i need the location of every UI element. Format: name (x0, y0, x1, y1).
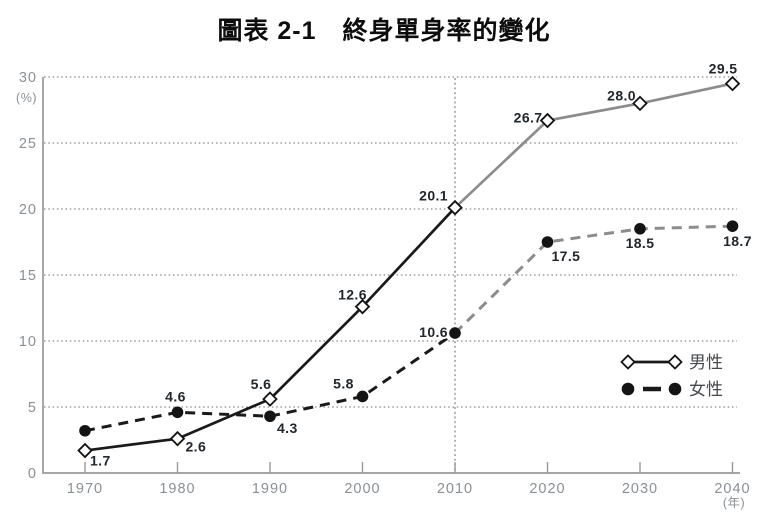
y-tick-label-0: 0 (28, 466, 37, 482)
marker-circle-female-2030 (634, 223, 646, 235)
legend-label-female: 女性 (689, 380, 723, 399)
legend-female-circle (668, 382, 682, 396)
marker-circle-female-1980 (171, 406, 184, 419)
value-label-male-2030: 28.0 (607, 87, 636, 103)
y-axis-unit-label: (%) (16, 91, 37, 105)
axes (42, 77, 740, 474)
x-tick-label-1990: 1990 (252, 481, 288, 497)
x-tick-label-2030: 2030 (622, 481, 658, 497)
marker-diamond-male-1970 (77, 442, 93, 459)
value-label-female-2020: 17.5 (552, 248, 581, 264)
value-label-female-2040: 18.7 (723, 233, 752, 249)
y-tick-label-20: 20 (19, 202, 37, 218)
value-label-female-2000: 5.8 (333, 375, 354, 391)
marker-circle-female-2010 (449, 327, 461, 339)
series-male-projected-line (454, 82, 733, 209)
value-label-female-1980: 4.6 (165, 388, 186, 404)
marker-diamond-male-2020 (539, 112, 556, 129)
value-label-female-2030: 18.5 (626, 235, 655, 251)
legend-female-circle (621, 382, 635, 396)
legend-male-diamond (667, 354, 683, 370)
x-axis-unit-label: (年) (723, 496, 745, 510)
marker-diamond-male-2000 (354, 298, 371, 315)
marker-diamond-male-1980 (169, 430, 186, 447)
value-label-female-1990: 4.3 (277, 420, 298, 436)
y-tick-label-5: 5 (28, 400, 37, 416)
series-female-projected-line (453, 224, 733, 335)
x-tick-label-2020: 2020 (529, 481, 565, 497)
y-tick-label-10: 10 (19, 334, 37, 350)
marker-diamond-male-2030 (632, 95, 648, 112)
value-label-male-2020: 26.7 (514, 110, 543, 126)
marker-circle-female-2040 (726, 220, 739, 232)
marker-circle-female-1970 (79, 424, 91, 437)
value-label-female-2010: 10.6 (419, 324, 448, 340)
marker-circle-female-2000 (356, 390, 369, 403)
y-tick-label-15: 15 (19, 268, 37, 284)
chart-title: 圖表 2-1 終身單身率的變化 (217, 17, 551, 45)
marker-diamond-male-2010 (447, 199, 463, 216)
x-tick-label-1980: 1980 (159, 481, 195, 497)
marker-circle-female-1990 (264, 410, 276, 423)
y-tick-label-25: 25 (19, 136, 37, 152)
marker-diamond-male-1990 (262, 391, 278, 407)
x-tick-label-2000: 2000 (344, 481, 380, 497)
marker-diamond-male-2040 (724, 75, 741, 92)
value-label-male-2040: 29.5 (709, 61, 738, 77)
legend-male-diamond (620, 354, 636, 370)
value-label-male-1970: 1.7 (90, 453, 111, 469)
x-tick-label-2040: 2040 (714, 481, 750, 497)
x-tick-label-1970: 1970 (67, 481, 103, 497)
value-label-male-2000: 12.6 (338, 287, 367, 303)
y-tick-label-30: 30 (19, 70, 37, 86)
value-label-male-1990: 5.6 (251, 376, 272, 392)
value-label-male-2010: 20.1 (419, 188, 448, 204)
legend-label-male: 男性 (689, 353, 723, 372)
value-label-male-1980: 2.6 (186, 439, 207, 455)
marker-circle-female-2020 (541, 236, 554, 248)
x-tick-label-2010: 2010 (437, 481, 473, 497)
